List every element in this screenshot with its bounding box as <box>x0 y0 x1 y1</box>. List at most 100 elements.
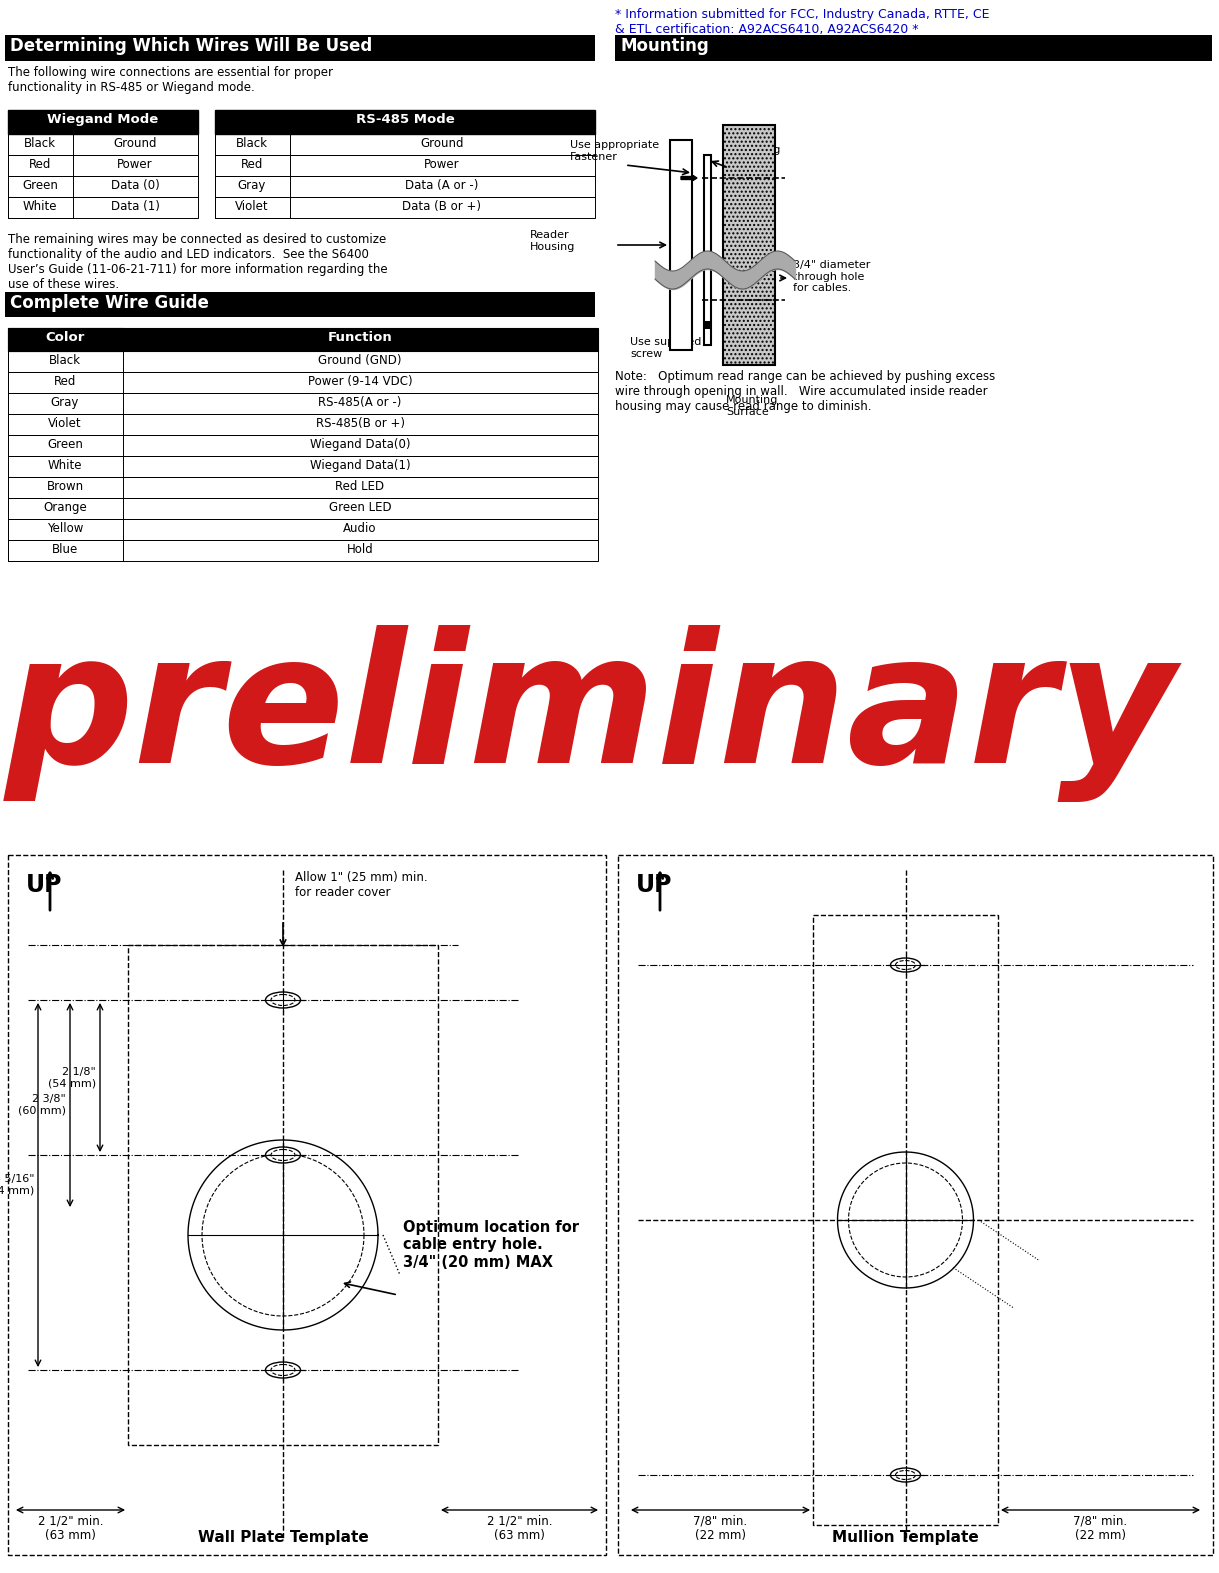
Ellipse shape <box>896 1471 915 1480</box>
Text: Yellow: Yellow <box>46 522 83 535</box>
Text: Data (0): Data (0) <box>111 179 160 192</box>
Bar <box>705 156 711 344</box>
Bar <box>5 35 595 61</box>
Text: Function: Function <box>328 330 393 344</box>
Bar <box>9 456 599 477</box>
Text: Orange: Orange <box>43 500 87 514</box>
Text: 2 1/8"
(54 mm): 2 1/8" (54 mm) <box>48 1066 96 1089</box>
Bar <box>723 124 775 365</box>
Bar <box>215 176 595 197</box>
Bar <box>5 293 595 318</box>
Text: Allow 1" (25 mm) min.
for reader cover: Allow 1" (25 mm) min. for reader cover <box>295 871 428 900</box>
Bar <box>9 351 599 371</box>
Text: Red LED: Red LED <box>335 480 384 492</box>
Text: Wiegand Mode: Wiegand Mode <box>48 113 158 126</box>
Text: Use supplied
screw: Use supplied screw <box>630 337 701 359</box>
Text: Use appropriate
Fastener: Use appropriate Fastener <box>570 140 659 162</box>
Bar <box>215 197 595 219</box>
Bar <box>9 456 123 477</box>
Text: Wiegand Data(0): Wiegand Data(0) <box>310 437 411 451</box>
Bar <box>9 477 123 499</box>
Text: RS-485 Mode: RS-485 Mode <box>356 113 455 126</box>
Text: Red: Red <box>241 157 263 171</box>
Bar <box>9 156 197 176</box>
Text: Determining Which Wires Will Be Used: Determining Which Wires Will Be Used <box>10 38 372 55</box>
Text: 2 1/2" min.
(63 mm): 2 1/2" min. (63 mm) <box>486 1513 552 1542</box>
Ellipse shape <box>266 993 301 1008</box>
Bar <box>9 176 197 197</box>
Bar <box>9 110 197 134</box>
Text: UP: UP <box>636 873 673 897</box>
Text: Ground: Ground <box>113 137 157 149</box>
Bar <box>9 414 123 436</box>
Bar <box>670 140 692 351</box>
Text: 7/8" min.
(22 mm): 7/8" min. (22 mm) <box>1074 1513 1128 1542</box>
Bar <box>9 856 606 1556</box>
Bar <box>9 477 599 499</box>
Bar <box>215 110 595 134</box>
Ellipse shape <box>271 1150 295 1161</box>
FancyArrow shape <box>681 176 697 181</box>
Text: 3 5/16"
(84 mm): 3 5/16" (84 mm) <box>0 1173 34 1195</box>
Bar <box>9 134 73 156</box>
Bar <box>215 156 595 176</box>
Ellipse shape <box>896 961 915 969</box>
Text: Audio: Audio <box>344 522 377 535</box>
Bar <box>9 436 123 456</box>
Text: Complete Wire Guide: Complete Wire Guide <box>10 294 208 311</box>
Text: Red: Red <box>54 374 76 389</box>
Text: * Information submitted for FCC, Industry Canada, RTTE, CE
& ETL certification: : * Information submitted for FCC, Industr… <box>616 8 990 36</box>
Ellipse shape <box>891 958 920 972</box>
Text: Black: Black <box>236 137 268 149</box>
Bar <box>618 856 1213 1556</box>
Bar <box>215 176 290 197</box>
Bar <box>9 393 599 414</box>
Bar <box>9 371 123 393</box>
Ellipse shape <box>891 1468 920 1482</box>
Text: 3/4" diameter
through hole
for cables.: 3/4" diameter through hole for cables. <box>794 260 870 293</box>
Bar <box>9 436 599 456</box>
Text: Gray: Gray <box>51 396 79 409</box>
Text: Mounting
Surface: Mounting Surface <box>727 395 779 417</box>
Bar <box>215 156 290 176</box>
Bar <box>705 321 711 329</box>
Bar <box>9 197 197 219</box>
Text: Green LED: Green LED <box>329 500 391 514</box>
Bar <box>215 134 595 156</box>
Bar <box>215 110 595 134</box>
Bar <box>723 124 775 365</box>
Text: UP: UP <box>26 873 62 897</box>
Text: Color: Color <box>45 330 84 344</box>
Ellipse shape <box>271 994 295 1005</box>
Bar <box>9 134 197 156</box>
Bar <box>9 371 599 393</box>
Text: Ground (GND): Ground (GND) <box>318 354 402 367</box>
Text: 2 3/8"
(60 mm): 2 3/8" (60 mm) <box>18 1095 66 1115</box>
Bar <box>9 197 73 219</box>
Text: Data (B or +): Data (B or +) <box>402 200 482 212</box>
Text: 7/8" min.
(22 mm): 7/8" min. (22 mm) <box>694 1513 747 1542</box>
Bar <box>9 519 599 540</box>
Text: Violet: Violet <box>49 417 82 429</box>
Text: RS-485(A or -): RS-485(A or -) <box>318 396 402 409</box>
Text: The remaining wires may be connected as desired to customize
functionality of th: The remaining wires may be connected as … <box>9 233 388 291</box>
Text: Data (A or -): Data (A or -) <box>405 179 479 192</box>
Bar <box>813 915 998 1524</box>
Text: Mounting
Plate: Mounting Plate <box>729 145 781 167</box>
Text: Ground: Ground <box>421 137 463 149</box>
Ellipse shape <box>266 1362 301 1378</box>
Text: The following wire connections are essential for proper
functionality in RS-485 : The following wire connections are essen… <box>9 66 333 94</box>
Text: Black: Black <box>24 137 56 149</box>
Text: Gray: Gray <box>238 179 266 192</box>
Text: Wall Plate Template: Wall Plate Template <box>197 1531 368 1545</box>
Bar <box>9 351 123 371</box>
Bar <box>128 945 438 1446</box>
Bar <box>9 540 599 562</box>
Bar <box>9 329 599 351</box>
Text: Green: Green <box>48 437 83 451</box>
Text: Violet: Violet <box>235 200 269 212</box>
Bar <box>616 35 1212 61</box>
Text: preliminary: preliminary <box>5 624 1176 802</box>
Text: Power: Power <box>117 157 152 171</box>
Ellipse shape <box>271 1364 295 1375</box>
